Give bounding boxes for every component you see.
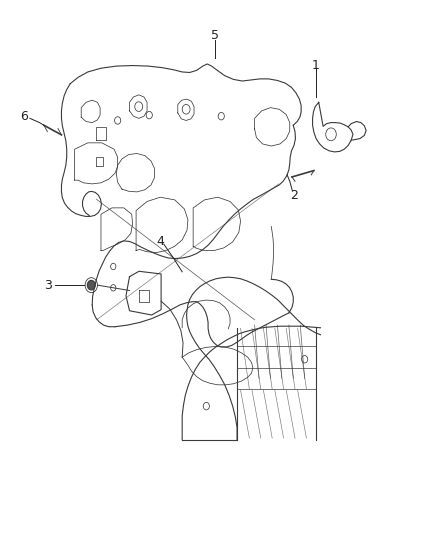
Text: 5: 5 xyxy=(211,29,219,42)
Text: 3: 3 xyxy=(44,279,52,292)
Text: 4: 4 xyxy=(156,236,164,248)
Text: 1: 1 xyxy=(311,59,319,71)
Text: 6: 6 xyxy=(20,110,28,123)
Circle shape xyxy=(87,280,95,290)
Text: 2: 2 xyxy=(290,189,297,201)
